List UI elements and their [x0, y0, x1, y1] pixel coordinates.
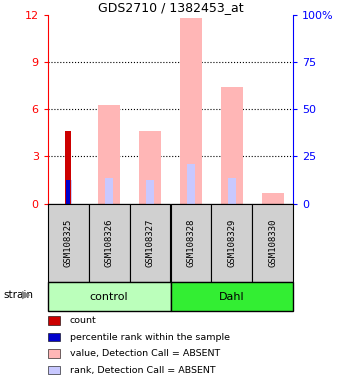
- Bar: [187, 164, 195, 204]
- Bar: [221, 88, 243, 204]
- Bar: [65, 131, 71, 204]
- Text: rank, Detection Call = ABSENT: rank, Detection Call = ABSENT: [70, 366, 216, 375]
- Title: GDS2710 / 1382453_at: GDS2710 / 1382453_at: [98, 1, 243, 14]
- Bar: [89, 204, 130, 282]
- Text: GSM108327: GSM108327: [146, 219, 154, 267]
- Text: GSM108328: GSM108328: [187, 219, 195, 267]
- Bar: [139, 131, 161, 204]
- Text: GSM108329: GSM108329: [227, 219, 236, 267]
- Bar: [228, 179, 236, 204]
- Text: control: control: [90, 291, 129, 302]
- Bar: [64, 180, 72, 204]
- Text: strain: strain: [3, 290, 33, 300]
- Text: value, Detection Call = ABSENT: value, Detection Call = ABSENT: [70, 349, 220, 358]
- Bar: [146, 180, 154, 204]
- Bar: [252, 204, 293, 282]
- Bar: [130, 204, 170, 282]
- Text: Dahl: Dahl: [219, 291, 245, 302]
- Bar: [105, 179, 113, 204]
- Text: GSM108326: GSM108326: [105, 219, 114, 267]
- Bar: [48, 204, 89, 282]
- Bar: [98, 105, 120, 204]
- Text: percentile rank within the sample: percentile rank within the sample: [70, 333, 230, 342]
- Bar: [170, 282, 293, 311]
- Bar: [262, 192, 284, 204]
- Text: GSM108325: GSM108325: [64, 219, 73, 267]
- Text: count: count: [70, 316, 97, 325]
- Bar: [211, 204, 252, 282]
- Bar: [170, 204, 211, 282]
- Bar: [180, 18, 202, 204]
- Text: ▶: ▶: [22, 290, 31, 300]
- Bar: [48, 282, 170, 311]
- Bar: [66, 180, 70, 204]
- Text: GSM108330: GSM108330: [268, 219, 277, 267]
